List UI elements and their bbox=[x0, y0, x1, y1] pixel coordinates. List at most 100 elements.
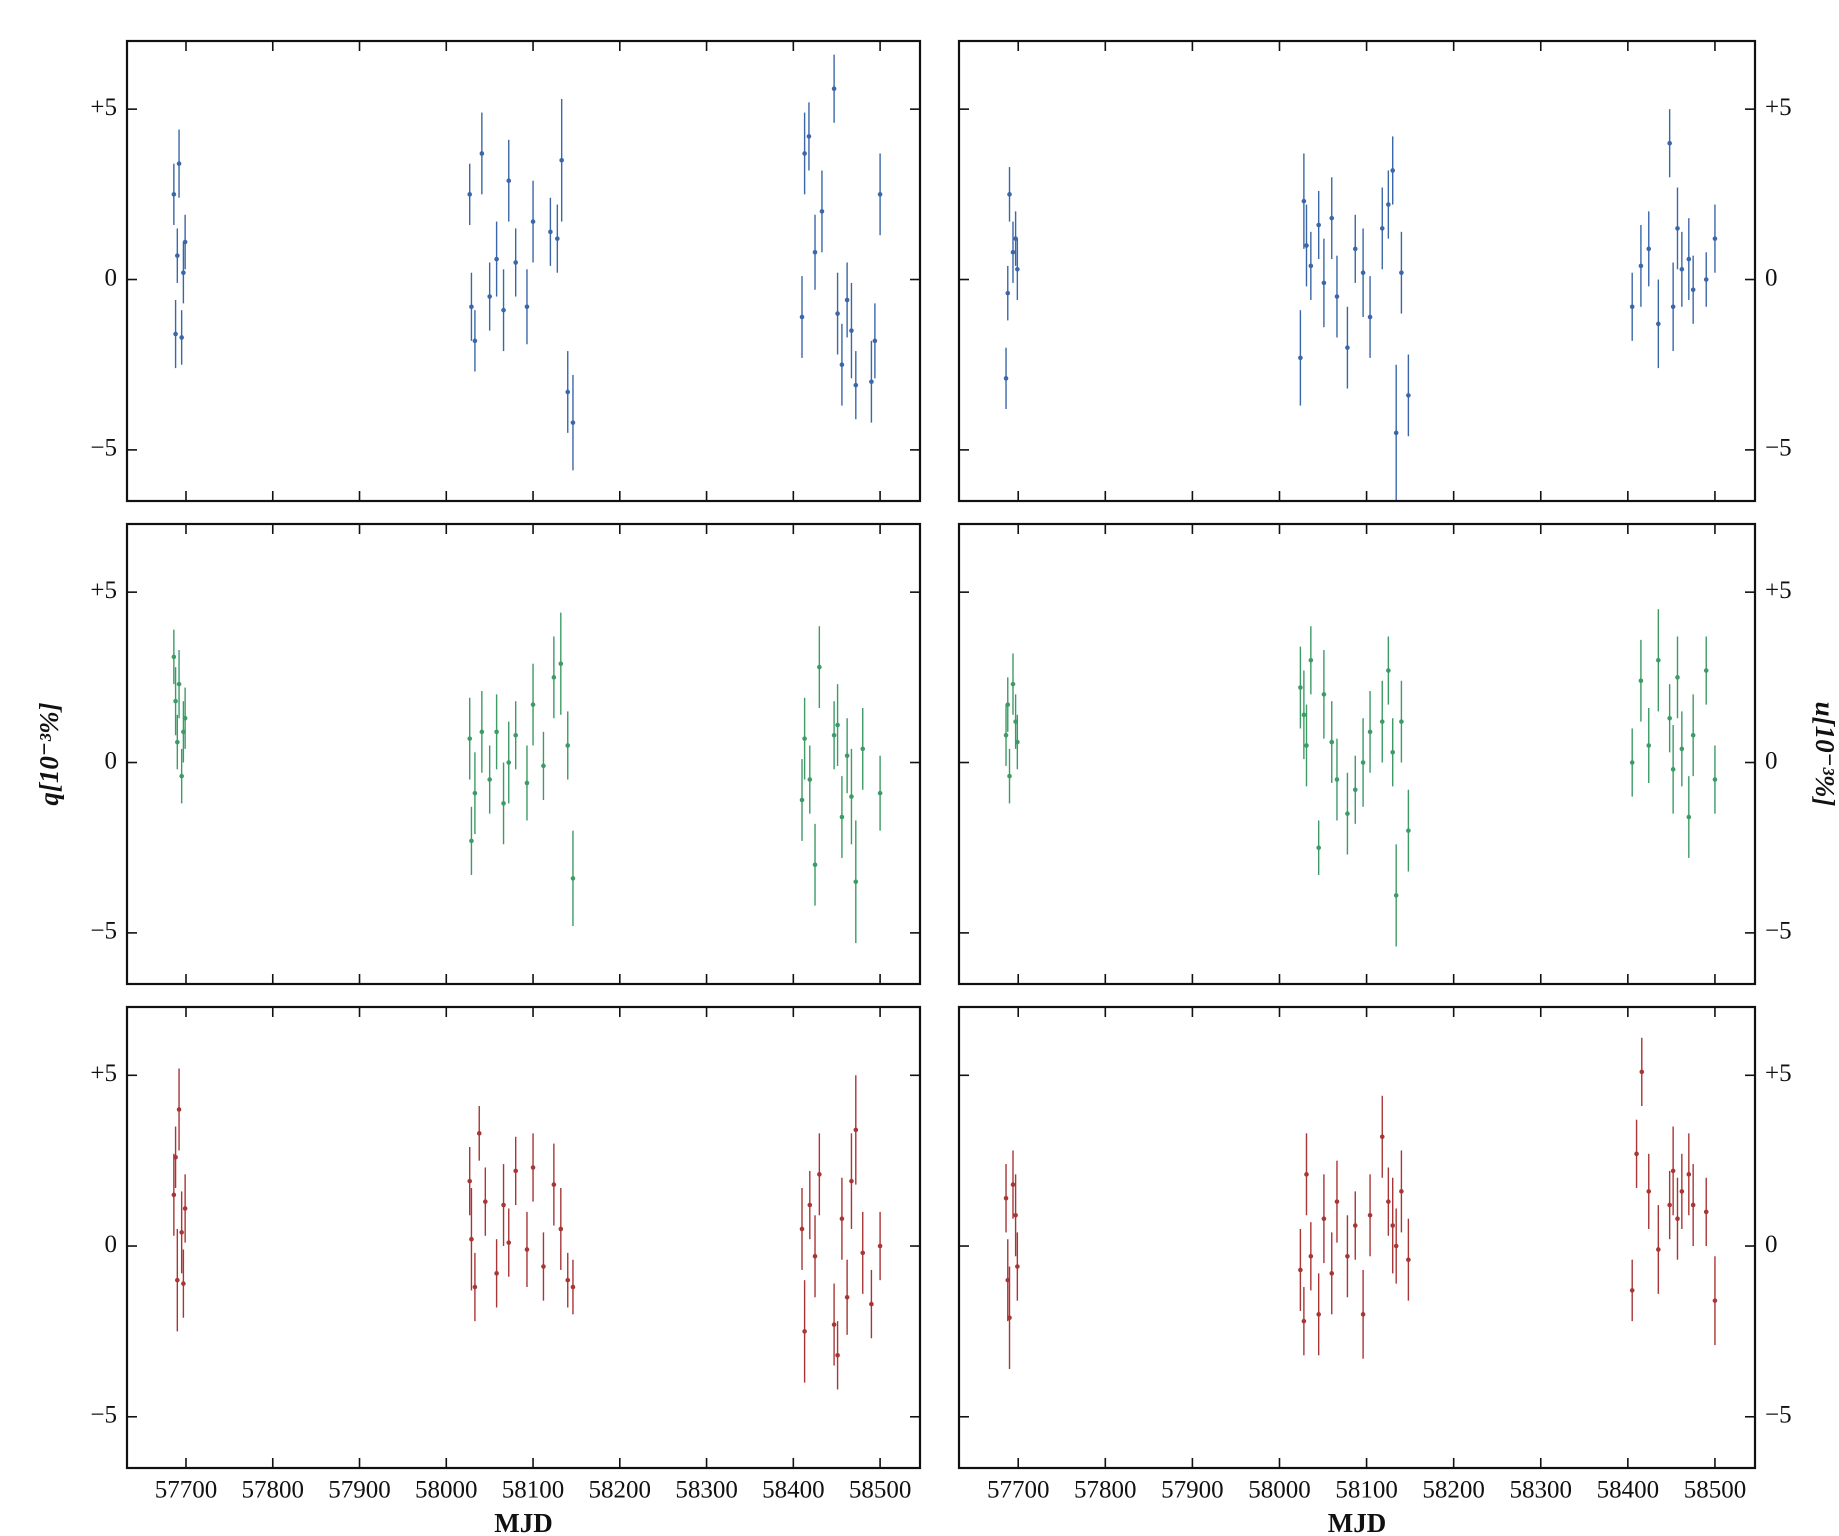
data-point bbox=[182, 239, 188, 245]
data-point bbox=[853, 879, 859, 885]
x-tick-label: 57700 bbox=[155, 1477, 218, 1504]
data-point bbox=[1686, 256, 1692, 262]
data-point bbox=[1005, 290, 1011, 296]
data-point bbox=[1386, 668, 1391, 673]
data-point bbox=[1301, 198, 1307, 204]
data-point bbox=[1007, 773, 1012, 779]
data-point bbox=[1298, 685, 1303, 690]
y-tick-label: 0 bbox=[105, 264, 118, 291]
data-point bbox=[1304, 243, 1309, 248]
data-point bbox=[1345, 345, 1350, 350]
data-point bbox=[501, 801, 506, 806]
data-point bbox=[506, 760, 512, 765]
data-point bbox=[467, 1178, 473, 1184]
data-point bbox=[1390, 168, 1396, 173]
axes-frame bbox=[125, 1005, 922, 1470]
data-point bbox=[835, 311, 840, 316]
data-point bbox=[819, 209, 825, 214]
data-point bbox=[1015, 739, 1020, 745]
data-point bbox=[1406, 828, 1411, 833]
data-point bbox=[1013, 1213, 1018, 1218]
data-point bbox=[1670, 1168, 1676, 1174]
x-tick-label: 58000 bbox=[415, 1477, 478, 1504]
data-point bbox=[1386, 202, 1391, 207]
data-point bbox=[812, 1253, 818, 1259]
data-point bbox=[1393, 893, 1399, 898]
x-tick-label: 58500 bbox=[1684, 1477, 1747, 1504]
data-point bbox=[1703, 668, 1709, 673]
data-point bbox=[1301, 1318, 1307, 1324]
data-point bbox=[541, 763, 546, 769]
y-tick-label: 0 bbox=[105, 1231, 118, 1258]
data-point bbox=[1646, 743, 1652, 748]
data-point bbox=[1399, 270, 1404, 276]
data-point bbox=[1656, 657, 1661, 663]
data-point bbox=[1667, 140, 1672, 146]
data-point bbox=[179, 1230, 184, 1235]
data-point bbox=[849, 1178, 854, 1184]
data-point bbox=[176, 161, 182, 166]
data-point bbox=[1690, 732, 1696, 738]
data-point bbox=[1298, 355, 1303, 361]
data-point bbox=[479, 729, 485, 735]
data-point bbox=[1386, 1199, 1391, 1204]
data-point bbox=[1015, 1264, 1020, 1269]
data-point bbox=[472, 338, 478, 344]
x-tick-label: 58300 bbox=[675, 1477, 738, 1504]
data-point bbox=[1334, 1199, 1340, 1204]
data-point bbox=[182, 715, 188, 721]
data-point bbox=[1393, 1243, 1399, 1249]
data-point bbox=[1712, 1298, 1718, 1303]
data-point bbox=[1334, 294, 1340, 299]
data-point bbox=[181, 270, 186, 276]
y-tick-label: 0 bbox=[1765, 264, 1778, 291]
data-point bbox=[173, 331, 178, 337]
data-point bbox=[1703, 1209, 1709, 1215]
data-point bbox=[1316, 1312, 1321, 1317]
data-point bbox=[1360, 1312, 1366, 1317]
data-point bbox=[181, 1281, 186, 1286]
y-tick-label: +5 bbox=[1765, 94, 1792, 121]
data-point bbox=[853, 1127, 859, 1133]
data-point bbox=[171, 1192, 177, 1198]
data-point bbox=[558, 1226, 564, 1232]
y-axis-label: u[10⁻³%] bbox=[1810, 702, 1839, 807]
data-point bbox=[877, 192, 883, 197]
y-tick-label: +5 bbox=[1765, 577, 1792, 604]
data-point bbox=[494, 729, 499, 735]
data-point bbox=[1629, 1288, 1635, 1293]
x-tick-label: 58500 bbox=[849, 1477, 912, 1504]
y-tick-label: +5 bbox=[90, 94, 117, 121]
data-point bbox=[1010, 681, 1016, 687]
data-point bbox=[1390, 749, 1396, 755]
data-point bbox=[869, 379, 874, 385]
data-point bbox=[1352, 1223, 1358, 1228]
axes-frame bbox=[957, 522, 1757, 986]
data-point bbox=[844, 297, 850, 303]
data-point bbox=[844, 753, 850, 759]
data-point bbox=[799, 314, 805, 320]
x-axis-label: MJD bbox=[494, 1508, 552, 1536]
data-point bbox=[1379, 1134, 1385, 1140]
data-point bbox=[1686, 814, 1692, 820]
data-point bbox=[487, 294, 492, 299]
data-point bbox=[1379, 226, 1385, 231]
data-point bbox=[1360, 760, 1366, 765]
data-point bbox=[1003, 376, 1009, 381]
data-point bbox=[1670, 304, 1676, 310]
y-tick-label: 0 bbox=[1765, 1231, 1778, 1258]
data-point bbox=[1301, 712, 1307, 718]
data-point bbox=[1308, 657, 1314, 663]
data-point bbox=[799, 1226, 805, 1232]
data-point bbox=[176, 1107, 182, 1112]
data-point bbox=[1321, 280, 1327, 286]
data-point bbox=[831, 86, 837, 92]
data-point bbox=[802, 736, 807, 741]
data-point bbox=[1367, 729, 1373, 735]
data-point bbox=[839, 362, 845, 368]
data-point bbox=[817, 1172, 822, 1177]
data-point bbox=[877, 1243, 883, 1249]
data-point bbox=[812, 862, 818, 868]
data-point bbox=[501, 307, 506, 313]
